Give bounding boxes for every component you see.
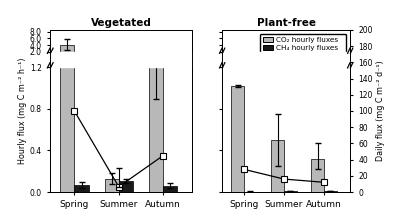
Bar: [119, 181, 133, 192]
Bar: [324, 191, 337, 192]
Bar: [60, 45, 74, 192]
Bar: [74, 185, 89, 192]
Legend: CO₂ hourly fluxes, CH₄ hourly fluxes, Total C daily fluxes: CO₂ hourly fluxes, CH₄ hourly fluxes, To…: [260, 34, 346, 63]
Bar: [149, 67, 163, 192]
Bar: [271, 140, 284, 192]
Y-axis label: Daily flux (mg C m⁻² d⁻¹): Daily flux (mg C m⁻² d⁻¹): [376, 61, 385, 161]
Bar: [231, 86, 244, 192]
Bar: [104, 178, 119, 192]
Y-axis label: Hourly flux (mg C m⁻² h⁻¹): Hourly flux (mg C m⁻² h⁻¹): [18, 58, 27, 164]
Title: Plant-free: Plant-free: [256, 18, 316, 28]
Title: Vegetated: Vegetated: [90, 18, 152, 28]
Bar: [311, 159, 324, 192]
Bar: [284, 191, 297, 192]
Bar: [163, 186, 177, 192]
